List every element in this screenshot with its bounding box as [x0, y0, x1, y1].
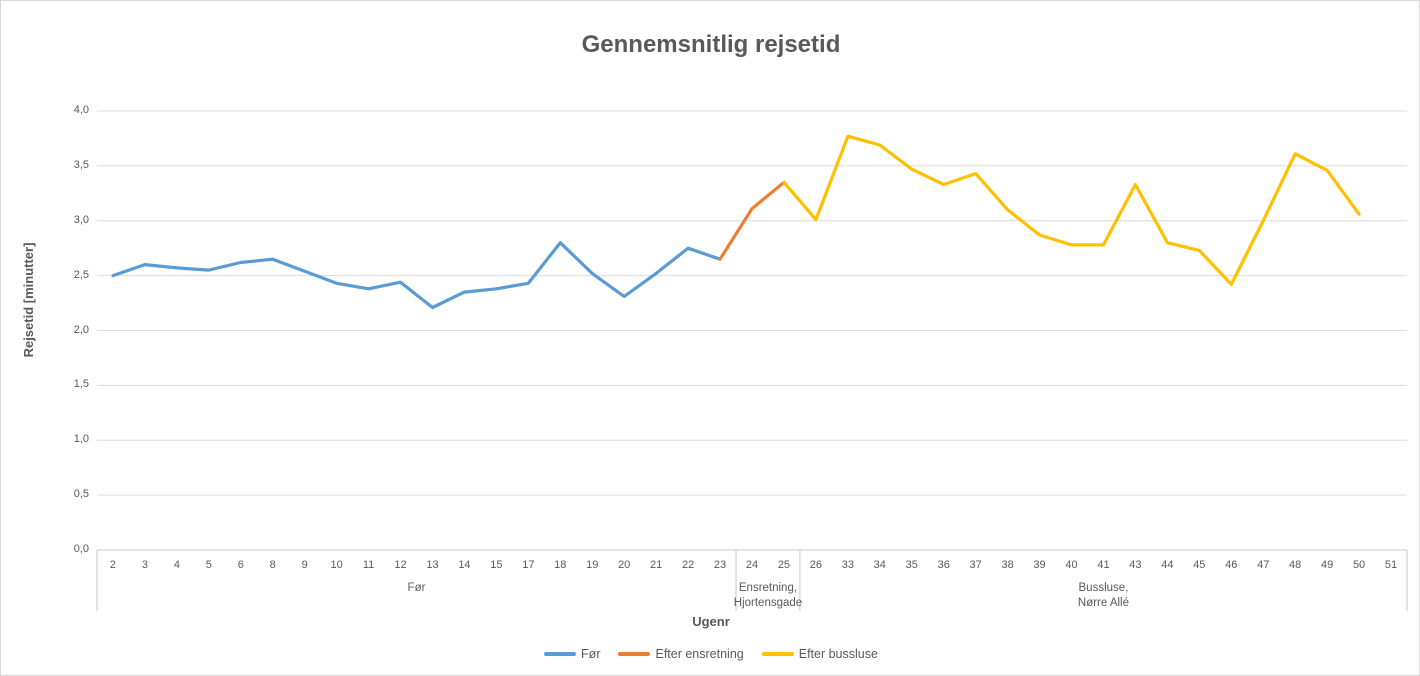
y-tick-label: 2,0 — [73, 323, 89, 336]
x-tick-label: 3 — [141, 559, 148, 571]
y-tick-label: 3,5 — [73, 158, 89, 171]
category-group-label: Hjortensgade — [733, 597, 803, 609]
x-tick-label: 38 — [1001, 559, 1014, 571]
y-tick-label: 1,5 — [73, 378, 89, 391]
series-line-efter-ensretning — [718, 180, 786, 261]
x-tick-label: 2 — [109, 559, 117, 571]
x-tick-label: 8 — [269, 559, 276, 571]
x-tick-label: 40 — [1065, 559, 1078, 571]
x-tick-label: 23 — [713, 559, 727, 571]
x-tick-label: 11 — [362, 559, 375, 571]
x-tick-label: 6 — [237, 559, 244, 571]
y-tick-label: 0,0 — [73, 543, 89, 555]
x-tick-label: 24 — [745, 559, 759, 571]
x-tick-label: 47 — [1257, 559, 1270, 571]
x-tick-label: 34 — [873, 559, 886, 571]
y-tick-label: 4,0 — [73, 104, 89, 116]
y-tick-label: 3,0 — [73, 213, 89, 226]
x-tick-label: 4 — [173, 559, 180, 571]
x-tick-label: 10 — [330, 559, 343, 571]
legend: Før Efter ensretning Efter bussluse — [1, 647, 1419, 661]
y-tick-label: 1,0 — [73, 433, 89, 446]
legend-label: Før — [581, 647, 601, 661]
x-tick-label: 46 — [1225, 559, 1238, 571]
category-group-label: Nørre Allé — [1077, 597, 1130, 609]
x-tick-label: 21 — [650, 559, 663, 571]
x-tick-label: 43 — [1129, 559, 1142, 571]
legend-item-efter-bussluse: Efter bussluse — [761, 647, 878, 661]
x-tick-label: 22 — [681, 559, 695, 571]
x-tick-label: 36 — [937, 559, 950, 571]
x-tick-label: 50 — [1352, 559, 1366, 571]
x-tick-label: 9 — [301, 559, 308, 571]
legend-label: Efter ensretning — [655, 647, 744, 661]
x-tick-label: 37 — [969, 559, 982, 571]
series-line-efter-bussluse — [782, 134, 1361, 286]
series-line-før — [111, 241, 722, 310]
y-tick-label: 0,5 — [73, 488, 89, 501]
category-group-label: Bussluse, — [1078, 582, 1129, 594]
x-tick-label: 12 — [394, 559, 407, 571]
category-group-label: Ensretning, — [738, 582, 798, 594]
x-tick-label: 26 — [809, 559, 823, 571]
x-tick-label: 33 — [841, 559, 854, 571]
x-tick-label: 15 — [490, 559, 503, 571]
category-group-label: Før — [407, 582, 426, 594]
legend-line-swatch-efter-ensretning — [618, 652, 651, 656]
x-tick-label: 19 — [586, 559, 599, 571]
x-tick-label: 25 — [777, 559, 791, 571]
x-tick-label: 48 — [1289, 559, 1302, 571]
x-tick-label: 41 — [1097, 559, 1110, 571]
legend-item-foer: Før — [544, 647, 600, 661]
x-tick-label: 39 — [1033, 559, 1046, 571]
legend-item-efter-ensretning: Efter ensretning — [618, 647, 744, 661]
x-tick-label: 5 — [205, 559, 212, 571]
x-tick-label: 49 — [1320, 559, 1334, 571]
x-tick-label: 51 — [1384, 559, 1398, 571]
chart-title: Gennemsnitlig rejsetid — [581, 31, 841, 58]
legend-line-swatch-foer — [544, 652, 577, 656]
x-tick-label: 18 — [554, 559, 567, 571]
x-tick-label: 20 — [618, 559, 631, 571]
x-axis-title: Ugenr — [692, 614, 730, 629]
x-tick-label: 44 — [1161, 559, 1174, 571]
y-tick-label: 2,5 — [73, 268, 89, 281]
x-tick-label: 14 — [458, 559, 471, 571]
x-tick-label: 35 — [905, 559, 918, 571]
x-tick-label: 13 — [426, 559, 439, 571]
legend-line-swatch-efter-bussluse — [761, 652, 794, 656]
legend-label: Efter bussluse — [798, 647, 878, 661]
x-tick-label: 45 — [1193, 559, 1206, 571]
x-tick-label: 17 — [522, 559, 535, 571]
